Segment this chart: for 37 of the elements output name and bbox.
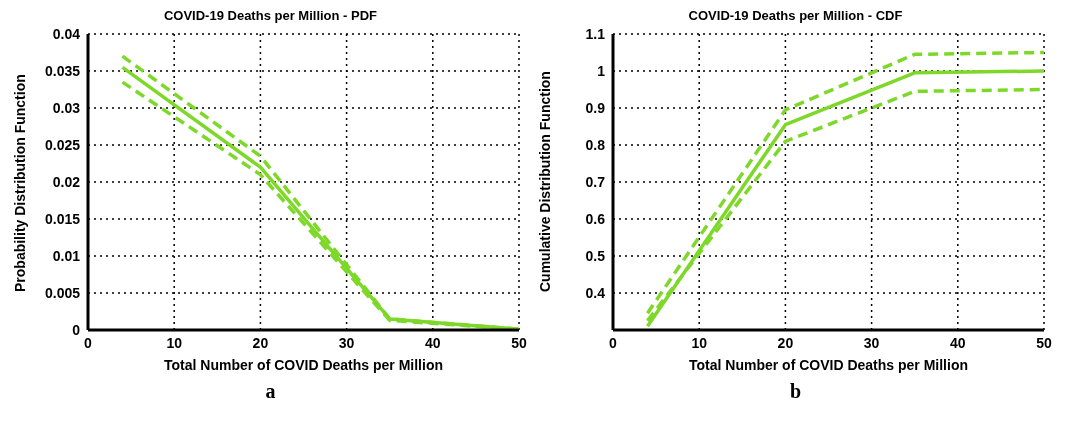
y-axis-title: Cumulative Distribution Function <box>536 71 553 292</box>
y-tick-label: 0.8 <box>585 136 606 153</box>
x-tick-label: 0 <box>84 334 93 351</box>
x-axis-title: Total Number of COVID Deaths per Million <box>689 357 968 373</box>
y-tick-label: 0.01 <box>52 247 81 264</box>
x-tick-label: 20 <box>777 334 794 351</box>
x-tick-label: 30 <box>338 334 355 351</box>
x-tick-label: 20 <box>252 334 269 351</box>
y-tick-label: 1 <box>597 62 606 79</box>
x-axis-title: Total Number of COVID Deaths per Million <box>164 357 443 373</box>
y-tick-label: 0.02 <box>52 173 81 190</box>
x-tick-label: 10 <box>166 334 183 351</box>
y-tick-label: 0.5 <box>585 247 606 264</box>
y-axis-title: Probability Distribution Function <box>11 74 28 292</box>
y-tick-label: 0.04 <box>52 25 81 42</box>
y-tick-label: 1.1 <box>585 25 606 42</box>
y-tick-label: 0.035 <box>44 62 81 79</box>
x-tick-label: 50 <box>511 334 527 351</box>
chart-title: COVID-19 Deaths per Million - CDF <box>687 8 904 25</box>
y-tick-label: 0 <box>72 321 81 338</box>
text: b <box>788 380 803 403</box>
x-tick-label: 30 <box>863 334 880 351</box>
x-tick-label: 40 <box>950 334 966 351</box>
x-tick-label: 10 <box>691 334 708 351</box>
y-tick-label: 0.4 <box>585 284 606 301</box>
y-tick-label: 0.025 <box>44 136 81 153</box>
y-tick-label: 0.7 <box>585 173 606 190</box>
x-tick-label: 50 <box>1036 334 1052 351</box>
chart-title: COVID-19 Deaths per Million - PDF <box>162 8 379 25</box>
y-tick-label: 0.03 <box>52 99 81 116</box>
x-tick-label: 0 <box>609 334 618 351</box>
y-tick-label: 0.9 <box>585 99 606 116</box>
x-tick-label: 40 <box>425 334 441 351</box>
y-tick-label: 0.015 <box>44 210 81 227</box>
text: a <box>264 380 277 403</box>
y-tick-label: 0.005 <box>44 284 81 301</box>
y-tick-label: 0.6 <box>585 210 606 227</box>
